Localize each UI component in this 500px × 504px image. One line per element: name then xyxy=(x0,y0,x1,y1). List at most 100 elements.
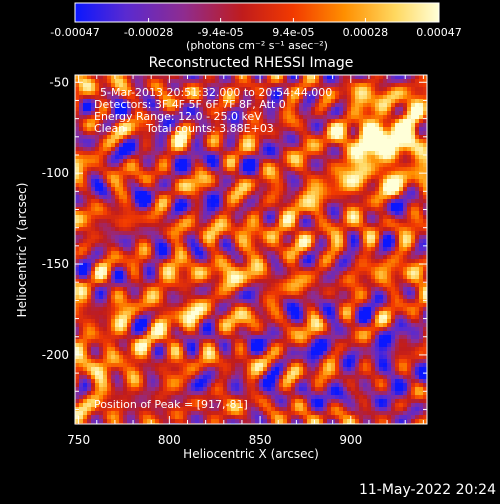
heatmap-cell xyxy=(255,155,259,159)
heatmap-cell xyxy=(327,259,331,263)
heatmap-cell xyxy=(111,239,115,243)
heatmap-cell xyxy=(87,115,91,119)
heatmap-cell xyxy=(379,179,383,183)
heatmap-cell xyxy=(275,115,279,119)
heatmap-cell xyxy=(107,171,111,175)
heatmap-cell xyxy=(227,299,231,303)
heatmap-cell xyxy=(255,239,259,243)
heatmap-cell xyxy=(311,107,315,111)
heatmap-cell xyxy=(183,255,187,259)
heatmap-cell xyxy=(215,143,219,147)
heatmap-cell xyxy=(191,135,195,139)
heatmap-cell xyxy=(207,275,211,279)
heatmap-cell xyxy=(199,283,203,287)
heatmap-cell xyxy=(339,211,343,215)
heatmap-cell xyxy=(147,155,151,159)
heatmap-cell xyxy=(367,151,371,155)
heatmap-cell xyxy=(251,79,255,83)
heatmap-cell xyxy=(343,239,347,243)
heatmap-cell xyxy=(179,259,183,263)
heatmap-cell xyxy=(375,203,379,207)
heatmap-cell xyxy=(331,183,335,187)
heatmap-cell xyxy=(303,227,307,231)
heatmap-cell xyxy=(191,227,195,231)
heatmap-cell xyxy=(271,283,275,287)
heatmap-cell xyxy=(415,199,419,203)
heatmap-cell xyxy=(339,91,343,95)
heatmap-cell xyxy=(283,215,287,219)
heatmap-cell xyxy=(179,199,183,203)
heatmap-cell xyxy=(387,87,391,91)
heatmap-cell xyxy=(235,223,239,227)
heatmap-cell xyxy=(279,259,283,263)
heatmap-cell xyxy=(195,79,199,83)
heatmap-cell xyxy=(387,271,391,275)
heatmap-cell xyxy=(331,75,335,79)
heatmap-cell xyxy=(407,195,411,199)
heatmap-cell xyxy=(327,127,331,131)
heatmap-cell xyxy=(307,171,311,175)
heatmap-cell xyxy=(307,119,311,123)
heatmap-cell xyxy=(403,275,407,279)
heatmap-cell xyxy=(103,279,107,283)
heatmap-cell xyxy=(243,179,247,183)
heatmap-cell xyxy=(131,203,135,207)
heatmap-cell xyxy=(171,295,175,299)
heatmap-cell xyxy=(311,123,315,127)
heatmap-cell xyxy=(223,199,227,203)
heatmap-cell xyxy=(347,203,351,207)
heatmap-cell xyxy=(91,283,95,287)
heatmap-cell xyxy=(323,243,327,247)
heatmap-cell xyxy=(363,183,367,187)
heatmap-cell xyxy=(171,271,175,275)
heatmap-cell xyxy=(83,175,87,179)
heatmap-cell xyxy=(303,199,307,203)
heatmap-cell xyxy=(243,139,247,143)
heatmap-cell xyxy=(291,139,295,143)
heatmap-cell xyxy=(75,159,79,163)
heatmap-cell xyxy=(191,247,195,251)
heatmap-cell xyxy=(215,255,219,259)
heatmap-cell xyxy=(175,259,179,263)
heatmap-cell xyxy=(247,207,251,211)
heatmap-cell xyxy=(415,191,419,195)
heatmap-cell xyxy=(251,147,255,151)
heatmap-cell xyxy=(403,267,407,271)
heatmap-cell xyxy=(223,271,227,275)
heatmap-cell xyxy=(263,155,267,159)
heatmap-cell xyxy=(363,187,367,191)
heatmap-cell xyxy=(287,183,291,187)
heatmap-cell xyxy=(179,267,183,271)
heatmap-cell xyxy=(279,287,283,291)
heatmap-cell xyxy=(375,267,379,271)
heatmap-cell xyxy=(395,175,399,179)
heatmap-cell xyxy=(287,195,291,199)
heatmap-cell xyxy=(375,239,379,243)
heatmap-cell xyxy=(367,267,371,271)
heatmap-cell xyxy=(87,79,91,83)
heatmap-cell xyxy=(247,299,251,303)
heatmap-cell xyxy=(207,271,211,275)
heatmap-cell xyxy=(135,163,139,167)
heatmap-cell xyxy=(219,143,223,147)
heatmap-cell xyxy=(191,291,195,295)
heatmap-cell xyxy=(171,211,175,215)
heatmap-cell xyxy=(371,267,375,271)
heatmap-cell xyxy=(255,243,259,247)
heatmap-cell xyxy=(219,219,223,223)
heatmap-cell xyxy=(131,143,135,147)
heatmap-cell xyxy=(347,255,351,259)
heatmap-cell xyxy=(287,207,291,211)
heatmap-cell xyxy=(175,291,179,295)
heatmap-cell xyxy=(283,187,287,191)
heatmap-cell xyxy=(83,219,87,223)
heatmap-cell xyxy=(307,223,311,227)
heatmap-cell xyxy=(119,155,123,159)
heatmap-cell xyxy=(107,143,111,147)
heatmap-cell xyxy=(391,155,395,159)
heatmap-cell xyxy=(163,135,167,139)
heatmap-cell xyxy=(303,279,307,283)
heatmap-cell xyxy=(395,275,399,279)
heatmap-cell xyxy=(359,155,363,159)
heatmap-cell xyxy=(291,295,295,299)
